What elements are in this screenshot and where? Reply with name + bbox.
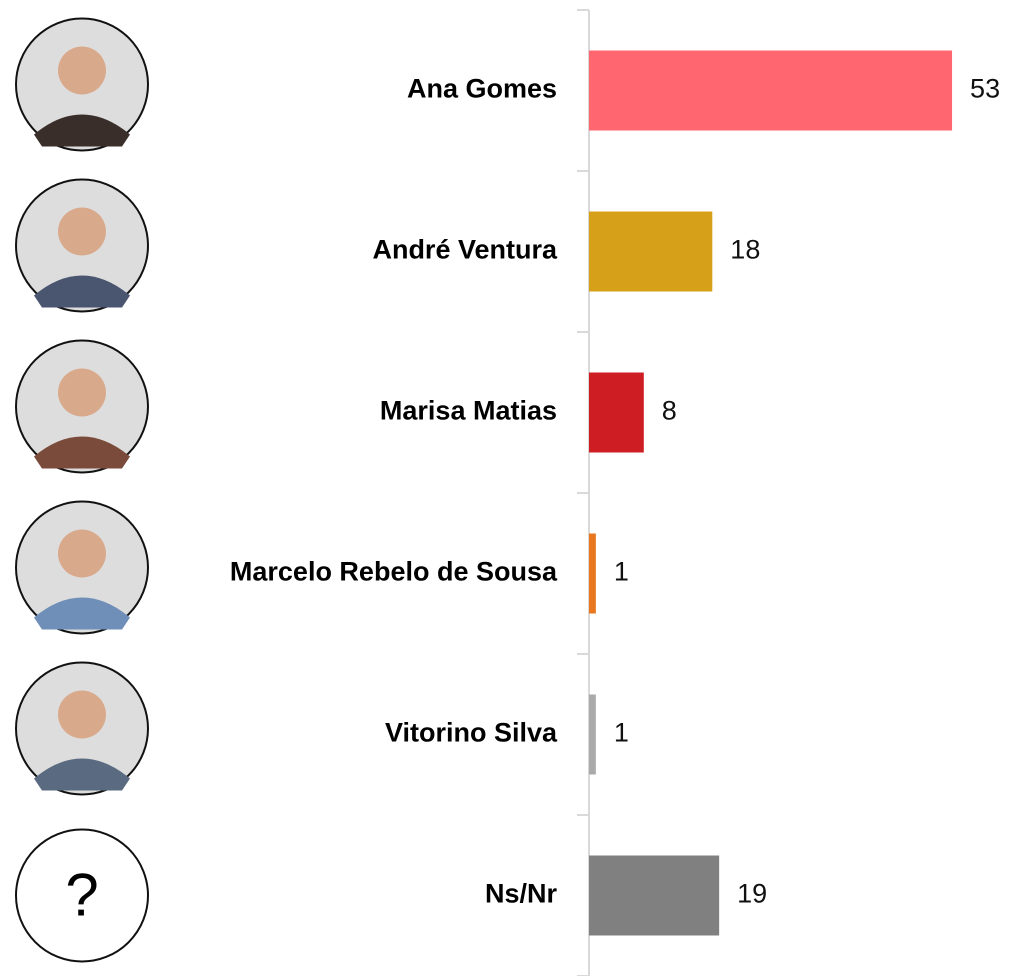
value-label: 1: [614, 718, 629, 748]
avatars: ?: [15, 17, 149, 963]
bar: [589, 855, 720, 936]
value-label: 18: [730, 235, 760, 265]
avatar: [15, 828, 149, 963]
avatar-head: [58, 690, 106, 739]
avatar-placeholder: ?: [65, 861, 98, 928]
avatar-body: [34, 436, 130, 469]
avatar-head: [58, 207, 106, 256]
category-label: Vitorino Silva: [385, 718, 558, 748]
avatar-head: [58, 46, 106, 95]
category-label: Ana Gomes: [407, 74, 557, 104]
bar: [589, 533, 596, 614]
avatar-head: [58, 368, 106, 417]
avatar-head: [58, 529, 106, 578]
avatar-body: [34, 275, 130, 308]
category-label: Marcelo Rebelo de Sousa: [230, 557, 558, 587]
bar: [589, 211, 713, 292]
bar: [589, 372, 644, 453]
avatar-body: [34, 758, 130, 791]
bar: [589, 50, 953, 131]
value-label: 53: [970, 74, 1000, 104]
avatar-body: [34, 597, 130, 630]
category-label: André Ventura: [372, 235, 558, 265]
category-label: Ns/Nr: [485, 879, 558, 909]
bar: [589, 694, 596, 775]
value-label: 1: [614, 557, 629, 587]
avatar-body: [34, 114, 130, 147]
category-label: Marisa Matias: [380, 396, 557, 426]
value-label: 8: [662, 396, 677, 426]
value-label: 19: [737, 879, 767, 909]
